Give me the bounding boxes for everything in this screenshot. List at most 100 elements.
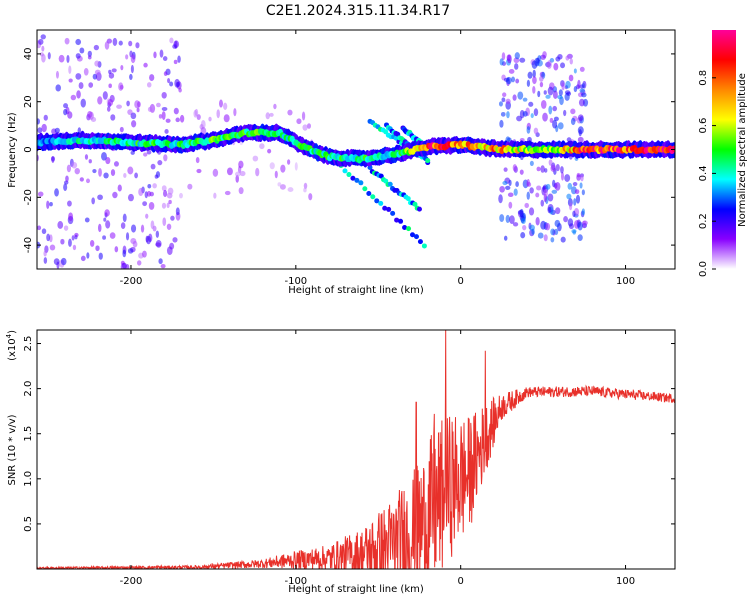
spectrogram-scatter-cell: [195, 156, 200, 164]
spectrogram-arm-cell: [416, 206, 422, 212]
spectrogram-scatter-cell: [575, 194, 581, 204]
snr-x-tick-label: 100: [616, 576, 635, 587]
spectrogram-scatter-cell: [576, 174, 581, 181]
spectrogram-arm-cell: [405, 196, 411, 202]
spectrogram-scatter-cell: [501, 52, 506, 61]
spectrogram-scatter-cell: [122, 213, 127, 223]
spectrogram-scatter-cell: [565, 55, 570, 61]
spectrogram-scatter-cell: [175, 117, 180, 123]
spectrogram-scatter-cell: [109, 232, 116, 239]
spectrogram-scatter-cell: [536, 185, 542, 191]
spectrogram-scatter-cell: [179, 192, 183, 199]
spectrogram-scatter-cell: [177, 55, 181, 63]
spectrogram-scatter-cell: [94, 69, 101, 75]
spectrogram-arm-cell: [350, 175, 356, 181]
spectrogram-scatter-cell: [533, 127, 539, 135]
spectrogram-scatter-cell: [252, 155, 259, 162]
spectrogram-scatter-cell: [507, 137, 512, 143]
spectrogram-scatter-cell: [577, 136, 584, 143]
spectrogram-scatter-cell: [41, 123, 47, 133]
spectrogram-scatter-cell: [39, 52, 44, 57]
spectrogram-scatter-cell: [98, 252, 103, 260]
spectrogram-scatter-cell: [233, 108, 237, 117]
spectrogram-scatter-cell: [540, 54, 546, 60]
spectrogram-scatter-cell: [85, 178, 90, 184]
spectrogram-scatter-cell: [219, 99, 223, 108]
spectrogram-scatter-cell: [566, 193, 572, 200]
spectrogram-arm-cell: [394, 217, 400, 223]
spectrogram-scatter-cell: [539, 75, 544, 82]
spectrogram-arm-cell: [398, 218, 404, 224]
spectrogram-scatter-cell: [265, 112, 270, 120]
spectrogram-scatter-cell: [127, 248, 134, 254]
spectrogram-scatter-cell: [572, 210, 576, 218]
spectrogram-scatter-cell: [522, 224, 527, 231]
spectrogram-scatter-cell: [149, 74, 155, 82]
spectrogram-scatter-cell: [40, 34, 46, 40]
snr-panel: -200 -100 0 100 0.5 1.0 1.5 2.0 2.5 Height of s…: [5, 329, 676, 595]
spectrogram-scatter-cell: [66, 55, 70, 63]
spectrogram-scatter-cell: [63, 108, 68, 116]
spectrogram-scatter-cell: [542, 112, 548, 122]
spectrogram-scatter-cell: [105, 156, 111, 165]
spectrogram-scatter-cell: [543, 90, 547, 95]
spectrogram-scatter-cell: [578, 114, 584, 121]
spectrogram-scatter-cell: [223, 102, 228, 110]
spectrogram-scatter-cell: [91, 197, 95, 205]
spectrogram-scatter-cell: [545, 94, 551, 99]
spectrogram-scatter-cell: [509, 215, 515, 224]
spectrogram-scatter-cell: [161, 202, 167, 209]
spectrogram-scatter-cell: [527, 71, 533, 79]
spectrogram-scatter-cell: [155, 230, 160, 238]
spectrogram-scatter-cell: [169, 37, 174, 44]
spectrogram-scatter-cell: [543, 234, 548, 242]
spectrogram-scatter-cell: [499, 58, 504, 66]
spectrogram-scatter-cell: [516, 115, 523, 122]
spectrogram-scatter-cell: [132, 240, 138, 248]
spectrogram-scatter-cell: [79, 177, 84, 182]
spectrogram-scatter-cell: [125, 54, 129, 60]
snr-multiplier-base: (x10: [7, 338, 18, 361]
spectrogram-scatter-cell: [540, 165, 545, 173]
spectrogram-scatter-cell: [71, 235, 75, 241]
spectrogram-scatter-cell: [127, 193, 134, 202]
spectrogram-scatter-cell: [142, 201, 148, 207]
spectrogram-scatter-cell: [501, 97, 506, 103]
spectrogram-scatter-cell: [498, 194, 503, 204]
spectrogram-scatter-cell: [573, 68, 577, 74]
spectrogram-scatter-cell: [43, 257, 48, 264]
spectrogram-y-tick-label: -40: [23, 237, 34, 253]
snr-x-axis-label: Height of straight line (km): [288, 584, 424, 595]
spectrogram-scatter-cell: [46, 233, 51, 242]
spectrogram-scatter-cell: [119, 84, 124, 90]
spectrogram-scatter-cell: [67, 200, 72, 207]
snr-x-tick-label: -200: [120, 576, 143, 587]
spectrogram-x-tick-label: -200: [120, 276, 143, 287]
spectrogram-ridge-cell: [671, 145, 675, 153]
spectrogram-scatter-cell: [68, 238, 72, 247]
spectrogram-scatter-cell: [212, 168, 219, 177]
spectrogram-scatter-cell: [235, 174, 239, 183]
spectrogram-scatter-cell: [107, 98, 114, 107]
spectrogram-scatter-cell: [234, 171, 241, 177]
spectrogram-scatter-cell: [555, 56, 561, 62]
spectrogram-scatter-cell: [499, 185, 505, 193]
spectrogram-scatter-cell: [74, 232, 79, 238]
spectrogram-scatter-cell: [579, 66, 585, 72]
spectrogram-scatter-cell: [301, 111, 306, 121]
spectrogram-scatter-cell: [130, 224, 137, 233]
spectrogram-arm-cell: [342, 168, 348, 174]
spectrogram-scatter-cell: [63, 103, 69, 109]
spectrogram-arm-cell: [362, 186, 368, 192]
spectrogram-scatter-cell: [167, 77, 171, 84]
spectrogram-scatter-cell: [557, 94, 563, 100]
spectrogram-scatter-cell: [531, 60, 538, 69]
spectrogram-scatter-cell: [553, 62, 559, 71]
spectrogram-scatter-cell: [547, 206, 552, 214]
snr-background: [37, 330, 675, 569]
spectrogram-scatter-cell: [296, 118, 302, 125]
spectrogram-scatter-cell: [548, 105, 553, 115]
spectrogram-scatter-cell: [545, 222, 551, 231]
spectrogram-scatter-cell: [63, 183, 68, 191]
spectrogram-x-axis: -200 -100 0 100: [120, 30, 635, 287]
